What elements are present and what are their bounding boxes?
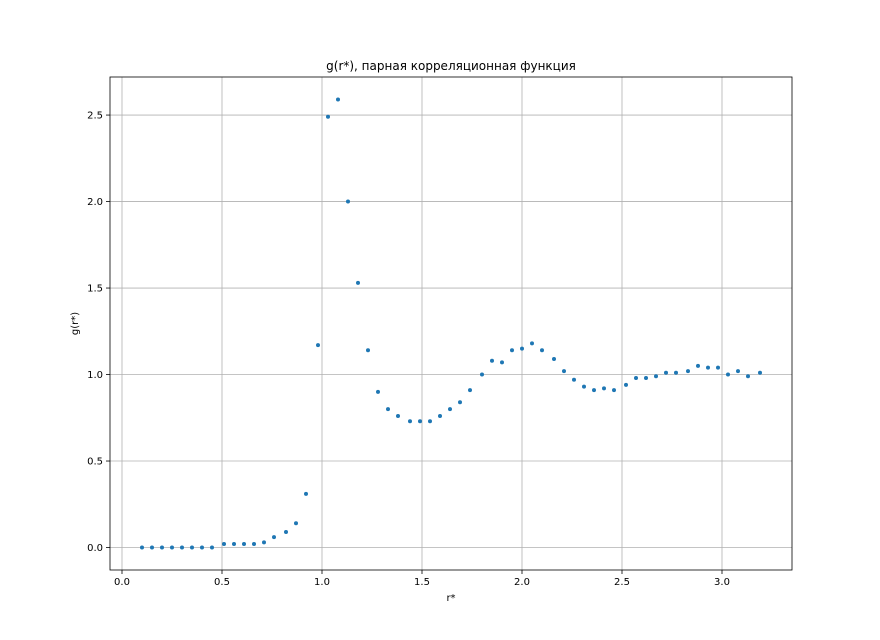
data-point: [222, 542, 226, 547]
x-tick-label: 1.5: [414, 577, 430, 588]
data-point: [758, 370, 762, 375]
x-axis-label: r*: [446, 593, 455, 604]
data-point: [304, 491, 308, 496]
data-point: [262, 540, 266, 545]
data-point: [316, 343, 320, 348]
y-tick-label: 2.5: [87, 111, 103, 122]
data-point: [326, 114, 330, 119]
x-tick-label: 3.0: [714, 577, 730, 588]
x-tick-label: 2.0: [514, 577, 530, 588]
x-tick-label: 0.5: [214, 577, 230, 588]
data-point: [562, 369, 566, 374]
plot-frame: [109, 76, 793, 571]
data-point: [602, 386, 606, 391]
data-point: [232, 542, 236, 547]
data-point: [592, 388, 596, 393]
data-point: [664, 370, 668, 375]
y-tick-label: 2.0: [87, 197, 103, 208]
x-tick-label: 0.0: [114, 577, 130, 588]
data-point: [624, 382, 628, 387]
data-point: [438, 414, 442, 419]
data-point: [346, 199, 350, 204]
data-point: [716, 365, 720, 370]
data-point: [510, 348, 514, 353]
data-point: [644, 375, 648, 380]
data-point: [252, 542, 256, 547]
data-point: [356, 280, 360, 285]
data-point: [654, 374, 658, 379]
data-point: [500, 360, 504, 365]
data-point: [272, 535, 276, 540]
y-tick-label: 1.0: [87, 370, 103, 381]
grid-lines: [110, 77, 792, 570]
data-points: [140, 97, 762, 550]
data-point: [376, 389, 380, 394]
data-point: [366, 348, 370, 353]
data-point: [552, 356, 556, 361]
data-point: [612, 388, 616, 393]
data-point: [140, 545, 144, 550]
y-tick-label: 0.5: [87, 457, 103, 468]
data-point: [428, 419, 432, 424]
data-point: [530, 341, 534, 346]
data-point: [706, 365, 710, 370]
data-point: [396, 414, 400, 419]
data-point: [190, 545, 194, 550]
data-point: [674, 370, 678, 375]
y-tick-label: 0.0: [87, 543, 103, 554]
data-point: [294, 521, 298, 526]
y-tick-label: 1.5: [87, 284, 103, 295]
x-tick-label: 1.0: [314, 577, 330, 588]
data-point: [520, 346, 524, 351]
data-point: [726, 372, 730, 377]
data-point: [468, 388, 472, 393]
data-point: [582, 384, 586, 389]
data-point: [572, 377, 576, 382]
chart-title: g(r*), парная корреляционная функция: [326, 59, 576, 73]
data-point: [736, 369, 740, 374]
data-point: [448, 407, 452, 412]
data-point: [746, 374, 750, 379]
data-point: [540, 348, 544, 353]
plot-area-background: [110, 77, 792, 570]
data-point: [480, 372, 484, 377]
data-point: [180, 545, 184, 550]
axis-ticks: 0.0 0.5 1.0 1.5 2.0 2.5 3.0 0.0 0.5 1.0 1.5 2.0 2.5: [87, 111, 730, 588]
data-point: [284, 529, 288, 534]
data-point: [458, 400, 462, 405]
data-point: [242, 542, 246, 547]
data-point: [696, 363, 700, 368]
data-point: [160, 545, 164, 550]
data-point: [408, 419, 412, 424]
y-axis-label: g(r*): [70, 312, 81, 335]
data-point: [386, 407, 390, 412]
data-point: [634, 375, 638, 380]
data-point: [490, 358, 494, 363]
data-point: [200, 545, 204, 550]
data-point: [170, 545, 174, 550]
data-point: [686, 369, 690, 374]
data-point: [150, 545, 154, 550]
data-point: [210, 545, 214, 550]
x-tick-label: 2.5: [614, 577, 630, 588]
data-point: [336, 97, 340, 102]
data-point: [418, 419, 422, 424]
